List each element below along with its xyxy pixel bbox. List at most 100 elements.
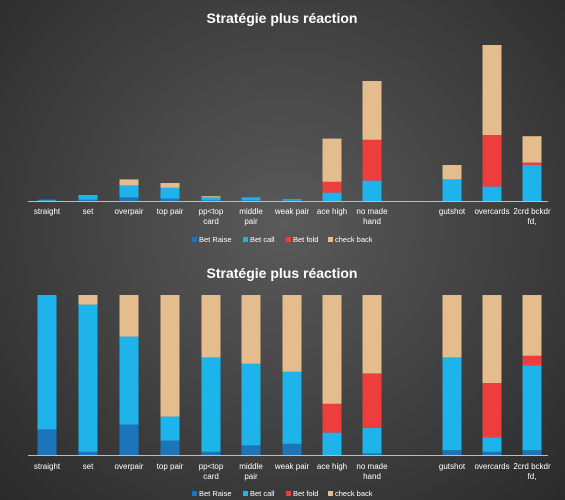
bar-segment-bet-call-7 — [322, 432, 342, 455]
legend-swatch-3 — [328, 491, 333, 496]
bar-segment-check-back-7 — [322, 295, 342, 404]
x-tick-label-8: no made hand — [356, 462, 388, 481]
legend-label-2: Bet fold — [293, 235, 318, 244]
bar-segment-check-back-1 — [78, 295, 98, 305]
x-tick-label-12: 2crd bckdr fd, — [513, 207, 551, 226]
bar-segment-check-back-10 — [442, 295, 462, 358]
bar-segment-bet-raise-3 — [160, 198, 180, 201]
bar-segment-bet-fold-11 — [482, 135, 502, 187]
legend-swatch-1 — [243, 237, 248, 242]
bar-segment-bet-fold-7 — [322, 403, 342, 433]
bar-segment-bet-raise-1 — [78, 199, 98, 201]
bar-segment-bet-raise-2 — [119, 424, 139, 455]
bar-segment-bet-call-11 — [482, 186, 502, 201]
x-tick-label-1: set — [83, 462, 94, 471]
bar-segment-bet-fold-8 — [362, 373, 382, 428]
bar-segment-check-back-12 — [522, 136, 542, 163]
bar-segment-bet-fold-8 — [362, 139, 382, 181]
x-tick-label-12: 2crd bckdr fd, — [513, 462, 551, 481]
bar-segment-bet-raise-3 — [160, 440, 180, 455]
legend-swatch-0 — [192, 237, 197, 242]
bar-segment-bet-fold-12 — [522, 355, 542, 366]
bar-segment-bet-call-0 — [37, 295, 57, 430]
bar-segment-bet-call-3 — [160, 416, 180, 441]
chart-panel-bottom: Stratégie plus réaction straight set overp… — [28, 265, 551, 498]
legend-label-3: check back — [335, 235, 373, 244]
bar-segment-bet-call-2 — [119, 185, 139, 198]
bar-segment-bet-call-8 — [362, 180, 382, 201]
legend-swatch-0 — [192, 491, 197, 496]
bar-segment-bet-raise-6 — [282, 443, 302, 455]
bar-segment-check-back-4 — [201, 196, 221, 198]
bar-segment-check-back-10 — [442, 165, 462, 180]
bar-segment-bet-raise-4 — [201, 200, 221, 201]
x-tick-label-0: straight — [34, 207, 61, 216]
bar-segment-bet-fold-7 — [322, 181, 342, 193]
bar-segment-check-back-8 — [362, 81, 382, 140]
bar-segment-bet-fold-12 — [522, 162, 542, 165]
legend-label-2: Bet fold — [293, 489, 318, 498]
bar-segment-check-back-3 — [160, 295, 180, 417]
bar-segment-check-back-11 — [482, 295, 502, 383]
legend-label-1: Bet call — [250, 235, 275, 244]
bar-segment-check-back-3 — [160, 183, 180, 188]
x-tick-label-0: straight — [34, 462, 61, 471]
bar-segment-bet-raise-8 — [362, 453, 382, 455]
bar-segment-check-back-7 — [322, 138, 342, 182]
bar-segment-bet-call-5 — [241, 197, 261, 201]
bar-segment-bet-call-6 — [282, 199, 302, 201]
bar-segment-bet-raise-5 — [241, 200, 261, 201]
bar-segment-bet-call-12 — [522, 165, 542, 201]
x-tick-label-3: top pair — [157, 207, 184, 216]
bar-segment-check-back-8 — [362, 295, 382, 374]
x-tick-label-6: weak pair — [274, 462, 310, 471]
bar-segment-check-back-2 — [119, 295, 139, 337]
bar-segment-bet-call-2 — [119, 336, 139, 425]
legend-swatch-2 — [286, 491, 291, 496]
x-tick-label-2: overpair — [115, 462, 144, 471]
x-tick-label-11: overcards — [474, 462, 509, 471]
bar-segment-bet-raise-11 — [482, 451, 502, 455]
x-tick-label-5: middle pair — [239, 207, 263, 226]
legend-label-0: Bet Raise — [199, 489, 232, 498]
bar-segment-bet-call-10 — [442, 179, 462, 201]
legend-swatch-3 — [328, 237, 333, 242]
bar-segment-bet-call-3 — [160, 187, 180, 199]
bar-segment-check-back-11 — [482, 45, 502, 135]
bar-segment-bet-fold-11 — [482, 383, 502, 438]
x-tick-label-7: ace high — [317, 207, 347, 216]
bar-segment-bet-raise-2 — [119, 197, 139, 201]
chart-title-bottom: Stratégie plus réaction — [207, 265, 358, 281]
bar-segment-bet-call-4 — [201, 197, 221, 201]
legend-label-0: Bet Raise — [199, 235, 232, 244]
legend-swatch-1 — [243, 491, 248, 496]
bar-segment-bet-call-10 — [442, 357, 462, 451]
bar-segment-bet-call-0 — [37, 199, 57, 201]
bar-segment-check-back-12 — [522, 295, 542, 356]
bar-segment-bet-raise-0 — [37, 429, 57, 455]
bar-segment-bet-call-11 — [482, 437, 502, 452]
bar-segment-bet-call-1 — [78, 304, 98, 452]
legend-label-1: Bet call — [250, 489, 275, 498]
bar-segment-bet-call-7 — [322, 192, 342, 201]
bar-segment-check-back-6 — [282, 295, 302, 372]
bar-segment-bet-call-4 — [201, 357, 221, 452]
legend-label-3: check back — [335, 489, 373, 498]
x-tick-label-2: overpair — [115, 207, 144, 216]
bar-segment-bet-raise-5 — [241, 445, 261, 455]
bar-segment-bet-call-6 — [282, 371, 302, 444]
x-tick-label-8: no made hand — [356, 207, 388, 226]
x-tick-label-1: set — [83, 207, 94, 216]
bar-segment-bet-raise-1 — [78, 451, 98, 455]
x-tick-label-5: middle pair — [239, 462, 263, 481]
bar-segment-bet-call-12 — [522, 365, 542, 451]
legend: Bet Raise Bet call Bet fold check back — [192, 235, 373, 244]
legend: Bet Raise Bet call Bet fold check back — [192, 489, 373, 498]
bar-segment-bet-raise-4 — [201, 451, 221, 455]
x-tick-label-3: top pair — [157, 462, 184, 471]
chart-title-top: Stratégie plus réaction — [207, 10, 358, 26]
bar-segment-bet-call-5 — [241, 363, 261, 446]
bar-segment-bet-raise-12 — [522, 450, 542, 455]
x-tick-label-4: pp<top card — [199, 207, 224, 226]
